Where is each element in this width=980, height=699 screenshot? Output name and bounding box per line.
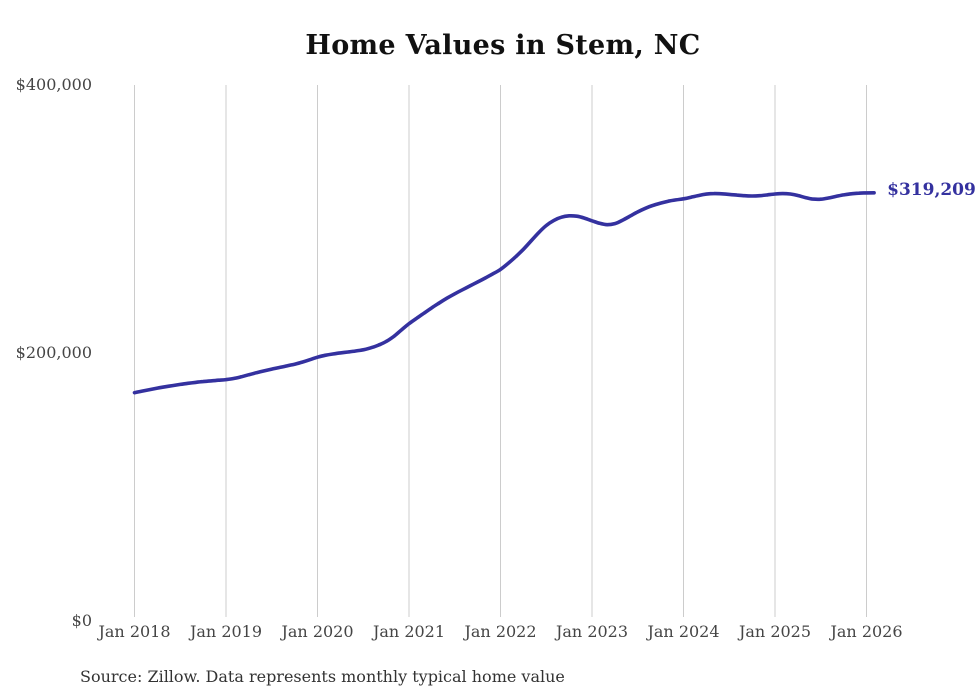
- x-axis-tick-label: Jan 2021: [372, 622, 446, 641]
- x-axis-tick-label: Jan 2022: [464, 622, 537, 641]
- latest-value-label: $319,209: [887, 179, 976, 200]
- x-axis-tick-label: Jan 2024: [647, 622, 720, 641]
- x-axis-tick-label: Jan 2025: [738, 622, 812, 641]
- x-axis-tick-label: Jan 2020: [281, 622, 354, 641]
- vertical-gridlines: [134, 85, 867, 617]
- x-axis-tick-label: Jan 2026: [830, 622, 903, 641]
- chart-title: Home Values in Stem, NC: [305, 30, 701, 61]
- y-axis-tick-label-400k: $400,000: [15, 75, 92, 94]
- x-axis-tick-label: Jan 2023: [555, 622, 629, 641]
- x-axis-tick-label: Jan 2018: [98, 622, 171, 641]
- x-axis-tick-label: Jan 2019: [189, 622, 263, 641]
- y-axis-tick-label-0: $0: [71, 611, 92, 630]
- source-attribution: Source: Zillow. Data represents monthly …: [80, 667, 565, 686]
- home-value-line: [132, 191, 876, 395]
- y-axis-tick-label-200k: $200,000: [15, 343, 92, 362]
